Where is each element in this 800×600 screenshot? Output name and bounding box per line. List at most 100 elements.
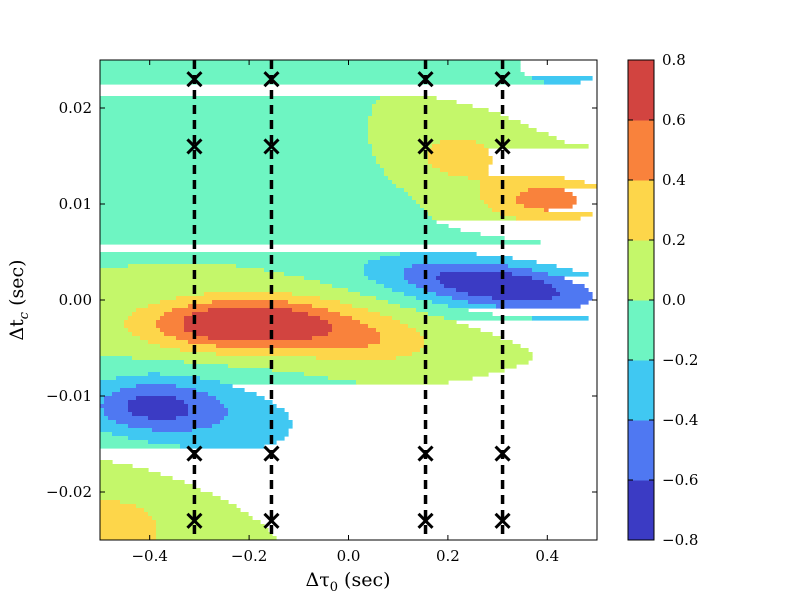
contour-cell-347 bbox=[120, 500, 229, 505]
contour-cell-58 bbox=[448, 172, 489, 177]
contour-cell-216 bbox=[100, 324, 125, 329]
colorbar-segment-5 bbox=[628, 180, 654, 241]
contour-cell-36 bbox=[432, 144, 485, 149]
contour-cell-17 bbox=[372, 112, 501, 117]
contour-cell-219 bbox=[184, 324, 333, 329]
contour-cell-237 bbox=[100, 336, 141, 341]
contour-cell-64 bbox=[480, 180, 585, 185]
contour-cell-80 bbox=[100, 200, 417, 205]
x-marker-5 bbox=[263, 138, 280, 155]
contour-cell-193 bbox=[132, 312, 165, 317]
contour-cell-209 bbox=[100, 320, 125, 325]
contour-cell-23 bbox=[368, 124, 529, 129]
contour-cell-194 bbox=[164, 312, 193, 317]
contour-cell-5 bbox=[532, 76, 593, 81]
contour-cell-46 bbox=[428, 156, 493, 161]
contour-cell-352 bbox=[100, 512, 149, 517]
contour-cell-20 bbox=[100, 120, 369, 125]
contour-cell-254 bbox=[100, 348, 181, 353]
contour-cell-296 bbox=[104, 400, 129, 405]
contour-cell-332 bbox=[100, 440, 149, 445]
contour-cell-220 bbox=[332, 324, 369, 329]
contour-cell-147 bbox=[348, 288, 393, 293]
contour-cell-208 bbox=[532, 316, 589, 321]
contour-cell-233 bbox=[196, 332, 329, 337]
contour-cell-313 bbox=[228, 412, 289, 417]
contour-cell-138 bbox=[440, 280, 545, 285]
contour-cell-239 bbox=[176, 336, 209, 341]
contour-cell-84 bbox=[100, 204, 421, 209]
x-tick-label: 0.4 bbox=[535, 547, 559, 565]
contour-cell-81 bbox=[416, 200, 485, 205]
contour-cell-312 bbox=[188, 412, 229, 417]
contour-cell-227 bbox=[332, 328, 377, 333]
contour-cell-261 bbox=[132, 356, 317, 361]
y-tick-label: −0.02 bbox=[46, 483, 92, 501]
contour-cell-196 bbox=[308, 312, 341, 317]
contour-cell-285 bbox=[120, 388, 197, 393]
contour-cell-299 bbox=[220, 400, 273, 405]
contour-cell-141 bbox=[332, 284, 385, 289]
contour-cell-234 bbox=[328, 332, 381, 337]
contour-cell-300 bbox=[100, 404, 129, 409]
contour-cell-173 bbox=[388, 300, 433, 305]
contour-cell-156 bbox=[404, 292, 437, 297]
contour-cell-73 bbox=[408, 192, 481, 197]
contour-cell-231 bbox=[132, 332, 165, 337]
contour-cell-319 bbox=[100, 420, 117, 425]
contour-cell-162 bbox=[320, 296, 377, 301]
y-tick-label: 0.01 bbox=[59, 195, 92, 213]
contour-cell-19 bbox=[368, 116, 509, 121]
contour-cell-88 bbox=[100, 208, 425, 213]
contour-cell-164 bbox=[416, 296, 453, 301]
contour-cell-94 bbox=[500, 212, 593, 217]
contour-cell-67 bbox=[480, 184, 597, 189]
contour-cell-199 bbox=[428, 312, 493, 317]
contour-cell-179 bbox=[312, 304, 353, 309]
contour-cell-286 bbox=[196, 388, 245, 393]
x-marker-12 bbox=[494, 71, 511, 88]
contour-cell-306 bbox=[128, 408, 189, 413]
contour-cell-51 bbox=[380, 164, 433, 169]
contour-cell-198 bbox=[380, 312, 429, 317]
contour-cell-167 bbox=[552, 296, 593, 301]
x-marker-11 bbox=[417, 512, 434, 529]
contour-cell-171 bbox=[288, 300, 341, 305]
contour-cell-75 bbox=[520, 192, 573, 197]
contour-cell-14 bbox=[100, 108, 373, 113]
x-tick-label: 0.0 bbox=[337, 547, 361, 565]
contour-cell-364 bbox=[100, 536, 157, 540]
contour-cell-226 bbox=[184, 328, 333, 333]
contour-cell-363 bbox=[156, 532, 273, 537]
x-marker-13 bbox=[494, 138, 511, 155]
contour-cell-49 bbox=[428, 160, 493, 165]
contour-cell-307 bbox=[188, 408, 229, 413]
contour-cell-87 bbox=[524, 204, 573, 209]
contour-cell-288 bbox=[112, 392, 209, 397]
contour-cell-230 bbox=[100, 332, 133, 337]
contour-cell-317 bbox=[176, 416, 225, 421]
contour-cell-16 bbox=[100, 112, 373, 117]
contour-cell-45 bbox=[376, 156, 429, 161]
contour-cell-303 bbox=[224, 404, 277, 409]
contour-cell-47 bbox=[100, 160, 377, 165]
contour-cell-131 bbox=[404, 276, 437, 281]
x-marker-8 bbox=[417, 71, 434, 88]
contour-cell-260 bbox=[100, 356, 133, 361]
contour-cell-351 bbox=[144, 508, 241, 513]
contour-cell-37 bbox=[484, 144, 589, 149]
contour-cell-339 bbox=[100, 472, 161, 477]
colorbar-segment-6 bbox=[628, 120, 654, 181]
contour-cell-323 bbox=[128, 424, 213, 429]
contour-cell-11 bbox=[376, 100, 457, 105]
contour-cell-25 bbox=[368, 128, 537, 133]
contour-cell-224 bbox=[128, 328, 161, 333]
contour-cell-293 bbox=[176, 396, 217, 401]
contour-cell-152 bbox=[100, 292, 205, 297]
contour-cell-31 bbox=[368, 140, 441, 145]
contour-cell-159 bbox=[560, 292, 593, 297]
contour-cell-137 bbox=[408, 280, 441, 285]
x-tick-label: 0.2 bbox=[436, 547, 460, 565]
contour-cell-55 bbox=[440, 168, 489, 173]
contour-cell-203 bbox=[184, 316, 321, 321]
